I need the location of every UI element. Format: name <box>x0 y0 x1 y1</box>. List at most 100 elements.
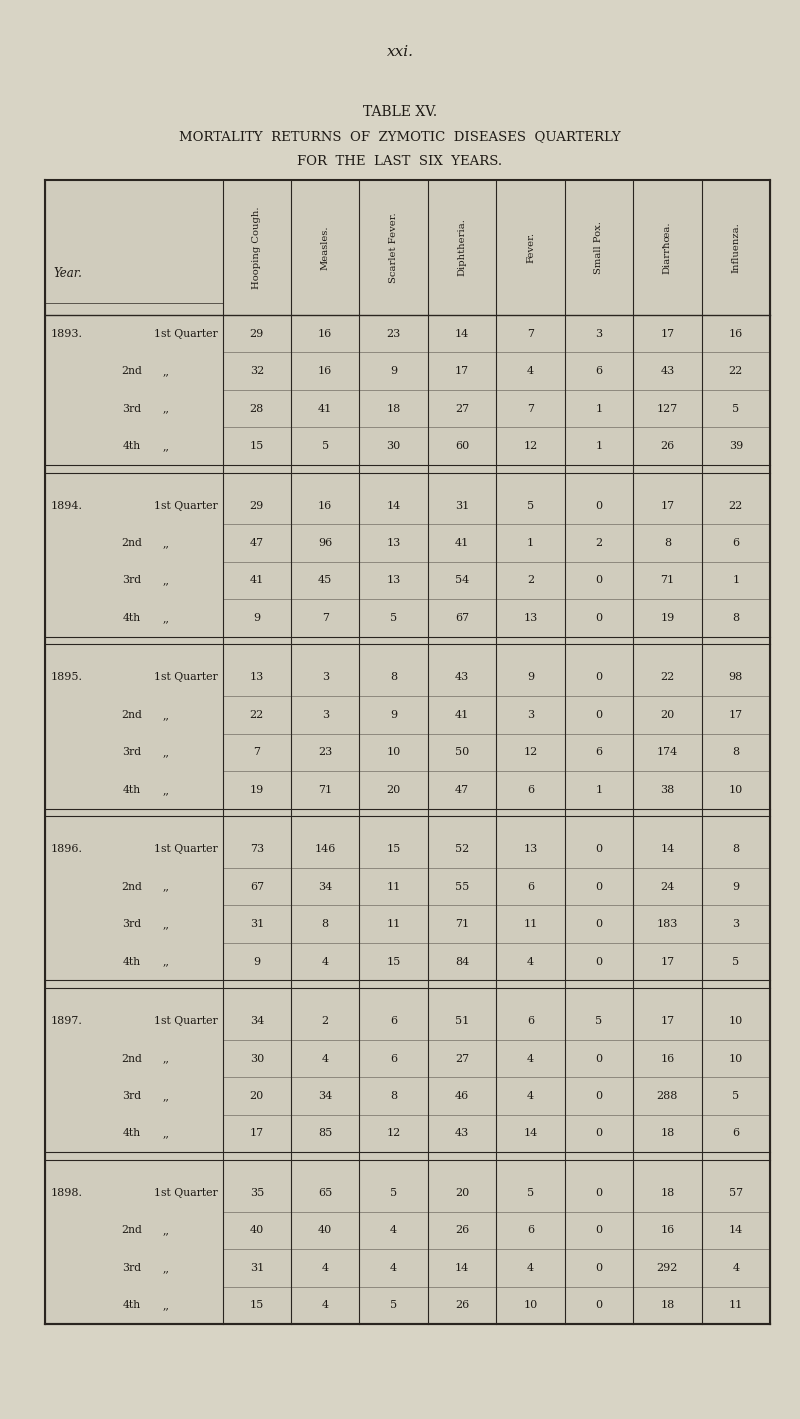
Text: 19: 19 <box>660 613 674 623</box>
Text: xxi.: xxi. <box>386 45 414 60</box>
Text: 20: 20 <box>250 1091 264 1101</box>
Text: 5: 5 <box>732 956 739 966</box>
Text: 288: 288 <box>657 1091 678 1101</box>
Text: 7: 7 <box>322 613 329 623</box>
Text: 16: 16 <box>318 366 332 376</box>
Text: 14: 14 <box>729 1226 743 1236</box>
Text: ,,: ,, <box>162 956 170 966</box>
Text: 40: 40 <box>250 1226 264 1236</box>
Text: 16: 16 <box>729 329 743 339</box>
Text: 4: 4 <box>322 956 329 966</box>
Text: 1st Quarter: 1st Quarter <box>154 1016 218 1026</box>
Text: 4: 4 <box>527 1263 534 1273</box>
Text: ,,: ,, <box>162 1263 170 1273</box>
Text: Diphtheria.: Diphtheria. <box>458 219 466 277</box>
Text: 10: 10 <box>386 748 401 758</box>
Text: 18: 18 <box>660 1300 674 1310</box>
Text: 4: 4 <box>527 1091 534 1101</box>
Text: 3rd: 3rd <box>122 403 142 414</box>
Text: 34: 34 <box>318 881 332 891</box>
Text: 2nd: 2nd <box>122 710 142 719</box>
Text: 30: 30 <box>386 441 401 451</box>
Text: 8: 8 <box>732 613 739 623</box>
Text: 34: 34 <box>250 1016 264 1026</box>
Text: 67: 67 <box>455 613 469 623</box>
Text: 3rd: 3rd <box>122 1263 142 1273</box>
Text: ,,: ,, <box>162 710 170 719</box>
Text: 16: 16 <box>318 329 332 339</box>
Text: 8: 8 <box>664 538 671 548</box>
Text: 32: 32 <box>250 366 264 376</box>
Text: 9: 9 <box>390 710 398 719</box>
Text: 3: 3 <box>322 673 329 683</box>
Text: 39: 39 <box>729 441 743 451</box>
Text: 22: 22 <box>729 501 743 511</box>
Text: 0: 0 <box>595 844 602 854</box>
Text: 17: 17 <box>455 366 469 376</box>
Text: 5: 5 <box>390 613 398 623</box>
Text: 1st Quarter: 1st Quarter <box>154 501 218 511</box>
Text: 30: 30 <box>250 1053 264 1063</box>
Text: 22: 22 <box>250 710 264 719</box>
Text: 1894.: 1894. <box>51 501 83 511</box>
Text: Influenza.: Influenza. <box>731 223 740 272</box>
Text: 1st Quarter: 1st Quarter <box>154 1188 218 1198</box>
Text: 4: 4 <box>527 956 534 966</box>
Text: 23: 23 <box>386 329 401 339</box>
Text: 47: 47 <box>250 538 264 548</box>
Text: ,,: ,, <box>162 538 170 548</box>
Text: 84: 84 <box>455 956 470 966</box>
Text: 26: 26 <box>455 1226 470 1236</box>
Text: 20: 20 <box>455 1188 470 1198</box>
Text: 9: 9 <box>254 956 260 966</box>
Text: 127: 127 <box>657 403 678 414</box>
Text: 0: 0 <box>595 673 602 683</box>
Text: 3: 3 <box>322 710 329 719</box>
Text: 16: 16 <box>318 501 332 511</box>
Text: 52: 52 <box>455 844 470 854</box>
Text: 3rd: 3rd <box>122 576 142 586</box>
Text: 7: 7 <box>527 403 534 414</box>
Text: 1: 1 <box>595 785 602 795</box>
Text: ,,: ,, <box>162 613 170 623</box>
Text: 11: 11 <box>523 920 538 929</box>
Text: 47: 47 <box>455 785 469 795</box>
Text: 0: 0 <box>595 1226 602 1236</box>
Text: 85: 85 <box>318 1128 332 1138</box>
Text: 29: 29 <box>250 501 264 511</box>
Text: ,,: ,, <box>162 576 170 586</box>
Text: 4th: 4th <box>122 1128 141 1138</box>
Text: 22: 22 <box>729 366 743 376</box>
Text: 0: 0 <box>595 1128 602 1138</box>
Text: 1897.: 1897. <box>51 1016 83 1026</box>
Text: 0: 0 <box>595 1053 602 1063</box>
Text: 19: 19 <box>250 785 264 795</box>
Text: 40: 40 <box>318 1226 332 1236</box>
Text: 9: 9 <box>732 881 739 891</box>
Text: 9: 9 <box>527 673 534 683</box>
Text: 11: 11 <box>386 881 401 891</box>
Text: 1896.: 1896. <box>51 844 83 854</box>
Text: 14: 14 <box>386 501 401 511</box>
Text: 2nd: 2nd <box>122 366 142 376</box>
Text: 3rd: 3rd <box>122 920 142 929</box>
Text: 41: 41 <box>455 710 470 719</box>
Text: 9: 9 <box>390 366 398 376</box>
Text: 16: 16 <box>660 1053 674 1063</box>
Text: 15: 15 <box>250 441 264 451</box>
Text: 6: 6 <box>732 1128 739 1138</box>
Text: Scarlet Fever.: Scarlet Fever. <box>389 213 398 282</box>
Text: 6: 6 <box>732 538 739 548</box>
Text: 0: 0 <box>595 576 602 586</box>
Text: 27: 27 <box>455 1053 469 1063</box>
Text: 3rd: 3rd <box>122 748 142 758</box>
Text: ,,: ,, <box>162 785 170 795</box>
Text: 1: 1 <box>527 538 534 548</box>
Text: 3rd: 3rd <box>122 1091 142 1101</box>
Text: 26: 26 <box>455 1300 470 1310</box>
Text: 29: 29 <box>250 329 264 339</box>
Text: 8: 8 <box>390 1091 398 1101</box>
Text: 0: 0 <box>595 1263 602 1273</box>
Text: 18: 18 <box>660 1128 674 1138</box>
Text: 96: 96 <box>318 538 332 548</box>
